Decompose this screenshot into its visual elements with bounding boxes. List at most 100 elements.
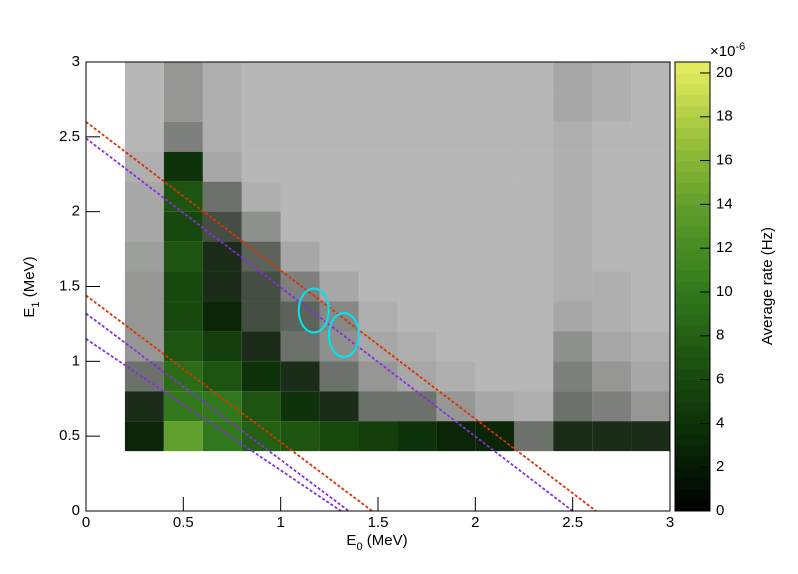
z-axis-title: Average rate (Hz) (759, 227, 776, 345)
heat-cell (241, 331, 281, 362)
heat-cell (241, 151, 281, 182)
heat-cell (319, 121, 359, 152)
heat-cell (436, 271, 476, 302)
colorbar-band (675, 193, 710, 205)
heat-cell (475, 301, 515, 332)
heat-cell (436, 421, 476, 452)
heat-cell (475, 241, 515, 272)
heat-cell (592, 241, 632, 272)
heat-cell (202, 361, 242, 392)
colorbar-band (675, 160, 710, 173)
y-tick-label: 1.5 (59, 277, 80, 294)
dashed-line (86, 137, 574, 511)
dashed-line (86, 121, 597, 511)
title-part: (MeV) (21, 256, 38, 301)
heat-cell (514, 421, 554, 452)
heat-cell (631, 181, 670, 212)
heat-cell (592, 151, 632, 182)
heat-cell (202, 91, 242, 122)
heat-cell (280, 211, 320, 242)
y-tick-label: 0 (72, 502, 80, 519)
heat-cell (475, 121, 515, 152)
heat-cell (397, 121, 437, 152)
heat-cell (514, 121, 554, 152)
heat-cell (631, 91, 670, 122)
heat-cell (163, 91, 203, 122)
heat-cell (553, 121, 593, 152)
heat-cell (553, 91, 593, 122)
heat-cell (592, 91, 632, 122)
heat-cell (241, 421, 281, 452)
heat-cell (241, 301, 281, 332)
heat-cell (202, 181, 242, 212)
heat-cell (592, 301, 632, 332)
heat-cell (397, 181, 437, 212)
heat-cell (553, 301, 593, 332)
colorbar-band (675, 116, 710, 129)
colorbar-band (675, 412, 710, 424)
heat-cell (436, 211, 476, 242)
heat-cell (436, 151, 476, 182)
colorbar-band (675, 445, 710, 457)
colorbar-band (675, 434, 710, 446)
heat-cell (241, 361, 281, 392)
heat-cell (553, 62, 593, 92)
heat-cell (397, 211, 437, 242)
heat-cell (280, 361, 320, 392)
heat-cell (241, 121, 281, 152)
heat-cell (280, 331, 320, 362)
heat-cell (397, 62, 437, 92)
heat-cell (163, 121, 203, 152)
heat-cell (436, 391, 476, 422)
colorbar-band (675, 83, 710, 96)
colorbar-band (675, 478, 710, 490)
y-tick-label: 3 (72, 53, 80, 70)
z-tick-label: 6 (716, 371, 724, 388)
y-tick-label: 1 (72, 352, 80, 369)
heat-cell (124, 271, 164, 302)
heat-cell (241, 391, 281, 422)
heat-cell (358, 271, 398, 302)
heat-cell (631, 211, 670, 242)
heat-cell (553, 391, 593, 422)
heat-cell (397, 361, 437, 392)
heat-cell (202, 121, 242, 152)
z-tick-label: 10 (716, 283, 733, 300)
z-tick-label: 16 (716, 152, 733, 169)
heat-cell (280, 151, 320, 182)
colorbar-band (675, 127, 710, 140)
heat-cell (592, 181, 632, 212)
title-part: E (21, 308, 38, 318)
heat-cell (319, 91, 359, 122)
heat-cell (358, 331, 398, 362)
heat-cell (397, 271, 437, 302)
colorbar-band (675, 105, 710, 118)
heat-cell (514, 62, 554, 92)
heat-cell (319, 181, 359, 212)
heat-cell (631, 62, 670, 92)
heat-cell (124, 211, 164, 242)
heat-cell (202, 62, 242, 92)
heat-cell (592, 331, 632, 362)
multiplier-part: -6 (735, 41, 745, 53)
colorbar-band (675, 390, 710, 402)
x-tick-label: 0.5 (173, 514, 194, 531)
heat-cell (202, 331, 242, 362)
heat-cell (436, 241, 476, 272)
heat-cell (436, 301, 476, 332)
y-tick-label: 0.5 (59, 427, 80, 444)
heat-cell (475, 421, 515, 452)
heat-cell (319, 421, 359, 452)
colorbar-band (675, 94, 710, 107)
colorbar-band (675, 291, 710, 304)
y-axis-title: E1 (MeV) (21, 256, 42, 317)
heat-cell (436, 91, 476, 122)
heat-cell (397, 391, 437, 422)
heat-cell (397, 91, 437, 122)
heat-cell (358, 211, 398, 242)
heat-cell (592, 121, 632, 152)
heat-cell (553, 151, 593, 182)
heat-cell (280, 391, 320, 422)
colorbar-band (675, 346, 710, 359)
